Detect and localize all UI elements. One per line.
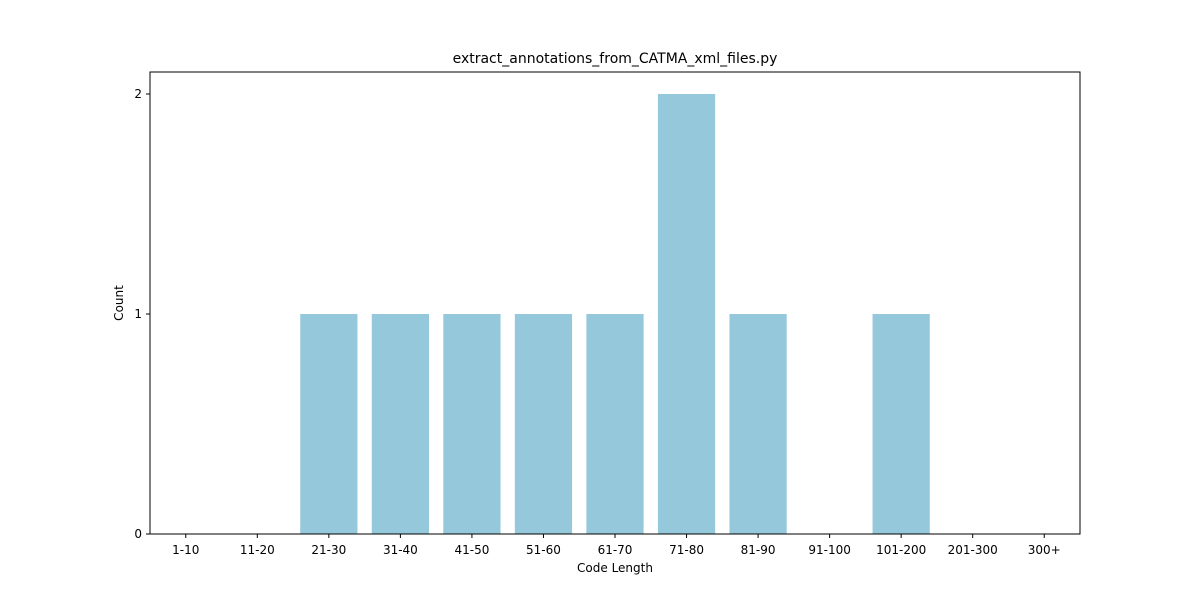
- bar-41-50: [443, 314, 501, 534]
- x-tick-label: 11-20: [240, 543, 275, 557]
- x-tick-label: 201-300: [948, 543, 998, 557]
- x-tick-label: 71-80: [669, 543, 704, 557]
- x-tick-label: 41-50: [454, 543, 489, 557]
- y-axis: 0 1 2: [134, 87, 150, 541]
- bars-layer: [300, 94, 930, 534]
- bar-61-70: [586, 314, 644, 534]
- x-tick-label: 81-90: [741, 543, 776, 557]
- bar-31-40: [371, 314, 429, 534]
- x-tick-label: 21-30: [311, 543, 346, 557]
- x-tick-label: 61-70: [598, 543, 633, 557]
- chart-title: extract_annotations_from_CATMA_xml_files…: [453, 51, 778, 67]
- x-tick-label: 91-100: [808, 543, 851, 557]
- y-tick-label: 0: [134, 527, 142, 541]
- bar-81-90: [729, 314, 787, 534]
- bar-71-80: [657, 94, 716, 534]
- x-axis-label: Code Length: [577, 561, 653, 575]
- x-tick-label: 300+: [1028, 543, 1061, 557]
- y-tick-label: 1: [134, 307, 142, 321]
- bar-51-60: [514, 314, 573, 534]
- y-axis-label: Count: [112, 285, 126, 321]
- bar-101-200: [872, 314, 930, 534]
- x-tick-label: 31-40: [383, 543, 418, 557]
- x-axis: 1-10 11-20 21-30 31-40 41-50 51-60 61-70 71-80 8…: [172, 534, 1061, 557]
- y-tick-label: 2: [134, 87, 142, 101]
- x-tick-label: 1-10: [172, 543, 199, 557]
- x-tick-label: 51-60: [526, 543, 561, 557]
- bar-21-30: [300, 314, 358, 534]
- x-tick-label: 101-200: [876, 543, 926, 557]
